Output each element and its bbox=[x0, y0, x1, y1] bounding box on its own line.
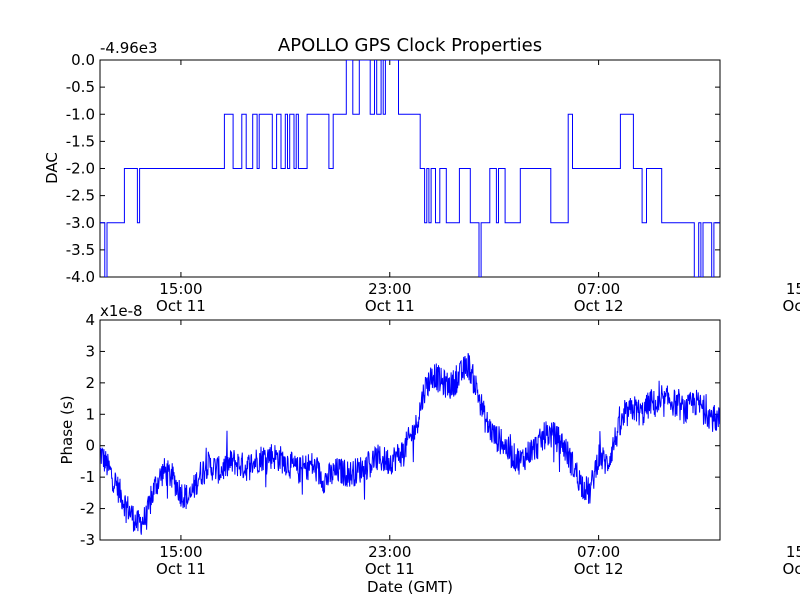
phase-x-tick-time: 15:00 bbox=[786, 543, 800, 561]
phase-y-tick-label: 1 bbox=[85, 405, 95, 423]
phase-series-line bbox=[100, 353, 720, 535]
dac-y-tick-label: -1.0 bbox=[66, 105, 95, 123]
phase-x-tick-date: Oct 12 bbox=[783, 560, 800, 578]
chart-title: APOLLO GPS Clock Properties bbox=[278, 35, 542, 56]
dac-series bbox=[100, 60, 720, 277]
phase-x-tick-time: 15:00 bbox=[159, 543, 202, 561]
dac-y-tick-label: -0.5 bbox=[66, 78, 95, 96]
phase-y-tick-label: -3 bbox=[80, 531, 95, 549]
dac-y-tick-label: 0.0 bbox=[71, 51, 95, 69]
dac-y-tick-label: -1.5 bbox=[66, 132, 95, 150]
phase-y-tick-label: 2 bbox=[85, 374, 95, 392]
dac-y-tick-label: -4.0 bbox=[66, 268, 95, 286]
dac-x-tick-time: 15:00 bbox=[159, 280, 202, 298]
phase-x-tick-date: Oct 11 bbox=[156, 560, 206, 578]
dac-x-tick-time: 15:00 bbox=[786, 280, 800, 298]
phase-y-tick-label: -2 bbox=[80, 500, 95, 518]
dac-y-tick-label: -2.0 bbox=[66, 160, 95, 178]
phase-y-tick-label: 3 bbox=[85, 342, 95, 360]
dac-x-tick-time: 07:00 bbox=[577, 280, 620, 298]
dac-x-tick-date: Oct 12 bbox=[783, 297, 800, 315]
dac-y-tick-label: -3.5 bbox=[66, 241, 95, 259]
dac-y-axis-label: DAC bbox=[43, 152, 61, 184]
phase-series bbox=[100, 353, 720, 535]
phase-y-tick-label: 0 bbox=[85, 437, 95, 455]
dac-y-tick-label: -3.0 bbox=[66, 214, 95, 232]
phase-plot-area bbox=[99, 319, 721, 541]
phase-y-axis-label: Phase (s) bbox=[58, 395, 76, 464]
dac-x-tick-date: Oct 12 bbox=[574, 297, 624, 315]
phase-x-tick-time: 23:00 bbox=[368, 543, 411, 561]
dac-series-line bbox=[100, 60, 720, 277]
dac-x-tick-date: Oct 11 bbox=[156, 297, 206, 315]
phase-y-ticks: 4 3 2 1 0 -1 -2 -3 bbox=[80, 311, 720, 549]
dac-y-ticks: 0.0 -0.5 -1.0 -1.5 -2.0 -2.5 -3.0 -3.5 -4.0 bbox=[66, 51, 720, 286]
dac-axes: -4.96e3 DAC 0.0 -0.5 -1.0 -1.5 -2.0 -2.5 -3.0 -… bbox=[43, 39, 800, 315]
phase-y-tick-label: -1 bbox=[80, 468, 95, 486]
x-axis-label: Date (GMT) bbox=[367, 578, 453, 596]
phase-x-tick-date: Oct 11 bbox=[365, 560, 415, 578]
phase-x-tick-date: Oct 12 bbox=[574, 560, 624, 578]
phase-offset-label: x1e-8 bbox=[100, 302, 143, 320]
dac-offset-label: -4.96e3 bbox=[100, 39, 158, 57]
dac-y-tick-label: -2.5 bbox=[66, 187, 95, 205]
dac-x-tick-time: 23:00 bbox=[368, 280, 411, 298]
phase-y-tick-label: 4 bbox=[85, 311, 95, 329]
dac-x-tick-date: Oct 11 bbox=[365, 297, 415, 315]
phase-x-tick-time: 07:00 bbox=[577, 543, 620, 561]
